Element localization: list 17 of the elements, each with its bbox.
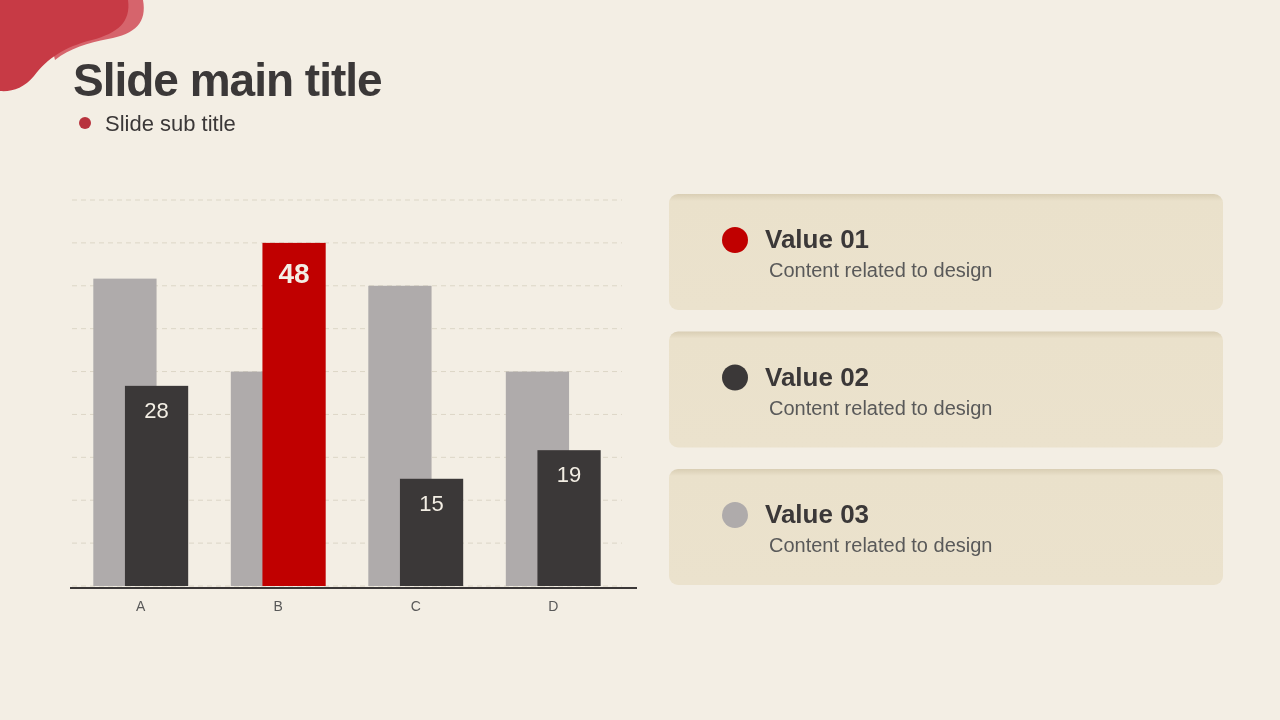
- chart-subtitle: Slide sub title: [105, 111, 236, 136]
- chart-title: Slide main title: [73, 54, 383, 106]
- x-tick-label: B: [273, 598, 283, 614]
- x-tick-label: C: [410, 598, 421, 614]
- text: Content related to design: [769, 534, 993, 556]
- category-label: Value 02: [765, 361, 870, 392]
- text: Content related to design: [769, 396, 993, 419]
- data-label: 48: [278, 258, 310, 290]
- category-label: Value 01: [765, 224, 870, 254]
- category-label: Value 03: [765, 499, 870, 529]
- data-label: 19: [556, 462, 582, 488]
- data-label: 15: [419, 490, 444, 516]
- data-label: 28: [144, 397, 169, 423]
- x-tick-label: D: [548, 598, 559, 614]
- bar: [262, 242, 326, 586]
- x-tick-label: A: [136, 598, 147, 614]
- text: Content related to design: [769, 259, 993, 281]
